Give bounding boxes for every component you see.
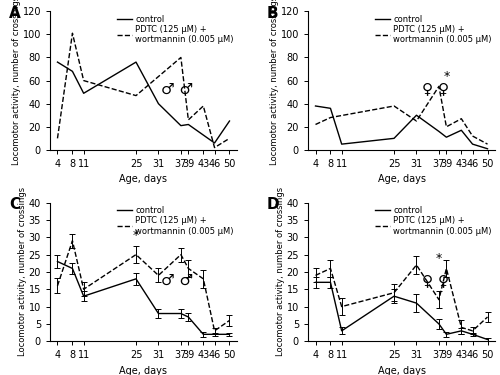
Text: ♀ ♀: ♀ ♀: [422, 273, 448, 288]
Text: ♀ ♀: ♀ ♀: [422, 81, 448, 96]
Text: B: B: [267, 6, 278, 21]
X-axis label: Age, days: Age, days: [378, 366, 426, 375]
X-axis label: Age, days: Age, days: [120, 174, 168, 184]
Text: ♂ ♂: ♂ ♂: [161, 273, 193, 288]
Y-axis label: Locomotor activity, number of crossings: Locomotor activity, number of crossings: [18, 188, 27, 357]
Y-axis label: Locomotor activity, number of crossings: Locomotor activity, number of crossings: [12, 0, 21, 165]
Legend: control, PDTC (125 μM) +
wortmannin (0.005 μM): control, PDTC (125 μM) + wortmannin (0.0…: [115, 204, 236, 237]
X-axis label: Age, days: Age, days: [120, 366, 168, 375]
Legend: control, PDTC (125 μM) +
wortmannin (0.005 μM): control, PDTC (125 μM) + wortmannin (0.0…: [115, 13, 236, 46]
Y-axis label: Locomotor activity, number of crossings: Locomotor activity, number of crossings: [276, 188, 285, 357]
X-axis label: Age, days: Age, days: [378, 174, 426, 184]
Text: ♂ ♂: ♂ ♂: [161, 81, 193, 96]
Text: A: A: [9, 6, 20, 21]
Y-axis label: Locomotor activity, number of crossings: Locomotor activity, number of crossings: [270, 0, 279, 165]
Legend: control, PDTC (125 μM) +
wortmannin (0.005 μM): control, PDTC (125 μM) + wortmannin (0.0…: [373, 13, 494, 46]
Text: *: *: [436, 252, 442, 265]
Legend: control, PDTC (125 μM) +
wortmannin (0.005 μM): control, PDTC (125 μM) + wortmannin (0.0…: [373, 204, 494, 237]
Text: D: D: [267, 197, 280, 212]
Text: *: *: [444, 70, 450, 83]
Text: *: *: [133, 230, 139, 243]
Text: C: C: [9, 197, 20, 212]
